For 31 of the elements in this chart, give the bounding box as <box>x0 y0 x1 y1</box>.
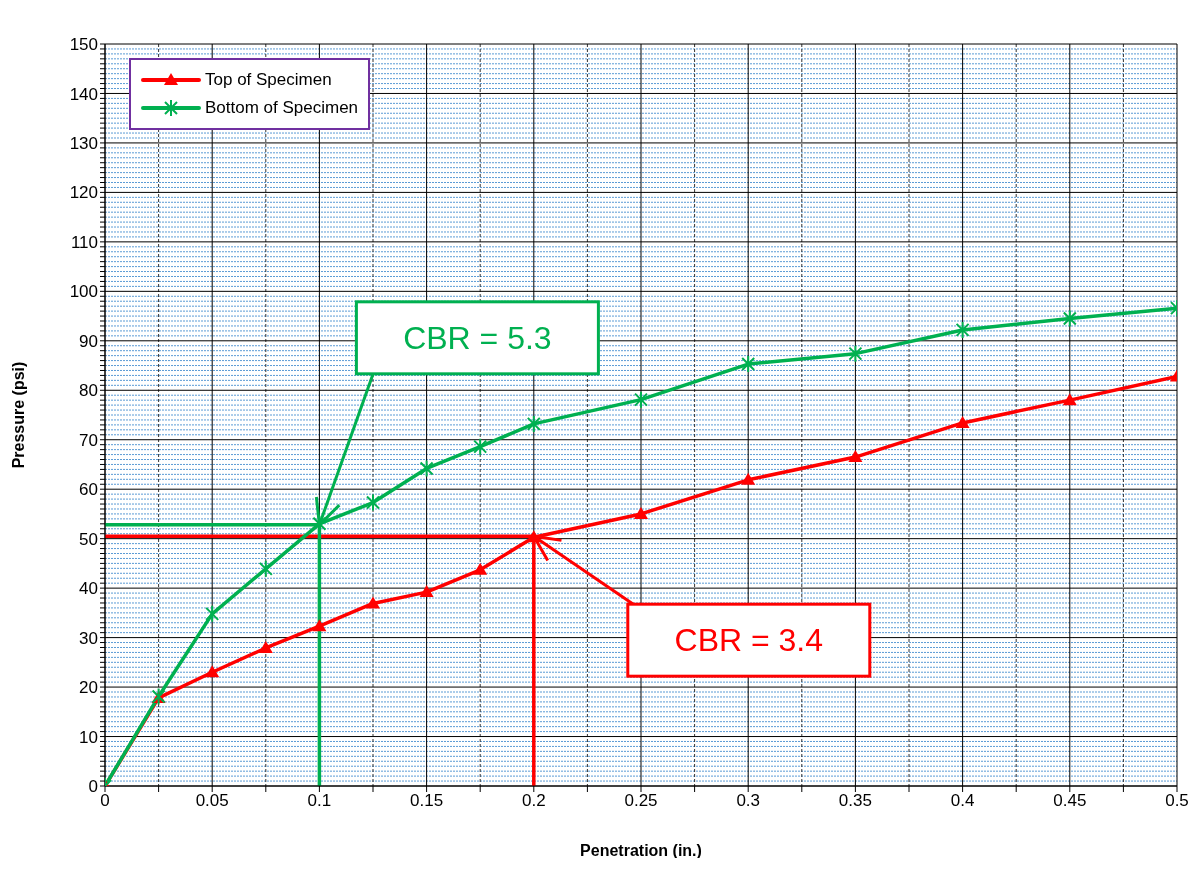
y-axis-title: Pressure (psi) <box>9 361 27 469</box>
y-tick-label: 20 <box>79 678 98 698</box>
y-tick-label: 110 <box>70 232 98 252</box>
y-tick-label: 90 <box>79 331 98 351</box>
y-tick-label: 30 <box>79 628 98 648</box>
annotation: CBR = 3.4 <box>674 622 824 659</box>
y-tick-label: 40 <box>79 579 98 599</box>
x-tick-label: 0.4 <box>950 791 975 811</box>
x-tick-label: 0.35 <box>838 791 872 811</box>
x-tick-label: 0.3 <box>736 791 761 811</box>
y-tick-label: 120 <box>69 183 98 203</box>
y-tick-label: 50 <box>79 529 98 549</box>
y-tick-label: 140 <box>69 84 98 104</box>
y-tick-label: 60 <box>79 480 98 500</box>
legend-label: Bottom of Specimen <box>205 98 359 118</box>
x-tick-label: 0.5 <box>1165 791 1189 811</box>
y-tick-label: 80 <box>79 381 98 401</box>
x-tick-label: 0.2 <box>521 791 546 811</box>
x-tick-label: 0.15 <box>410 791 444 811</box>
x-tick-label: 0.45 <box>1053 791 1087 811</box>
y-tick-label: 150 <box>69 35 98 55</box>
y-tick-label: 130 <box>69 133 98 153</box>
y-tick-label: 100 <box>69 282 98 302</box>
y-tick-label: 0 <box>88 777 98 797</box>
annotation: CBR = 5.3 <box>403 319 552 356</box>
x-tick-label: 0.25 <box>624 791 658 811</box>
x-tick-label: 0.1 <box>307 791 332 811</box>
y-tick-label: 70 <box>79 430 98 450</box>
x-tick-label: 0.05 <box>195 791 229 811</box>
legend-label: Top of Specimen <box>205 70 332 90</box>
y-tick-label: 10 <box>79 727 98 747</box>
